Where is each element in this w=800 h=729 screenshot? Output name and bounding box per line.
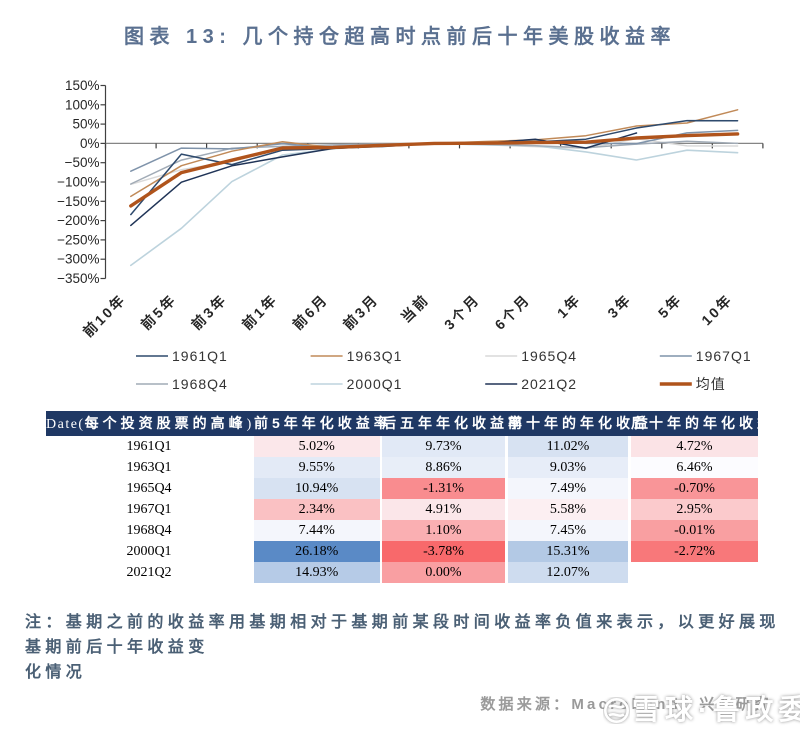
svg-text:前5年: 前5年 — [138, 291, 180, 333]
svg-text:前1年: 前1年 — [239, 291, 281, 333]
svg-text:−250%: −250% — [57, 232, 99, 247]
svg-text:3年: 3年 — [604, 291, 634, 321]
svg-text:−150%: −150% — [57, 194, 99, 209]
svg-text:当前: 当前 — [398, 291, 433, 326]
svg-text:前3月: 前3月 — [340, 291, 382, 333]
svg-text:1年: 1年 — [554, 291, 584, 321]
svg-text:1967Q1: 1967Q1 — [696, 348, 752, 364]
svg-text:−50%: −50% — [65, 155, 100, 170]
svg-text:1968Q4: 1968Q4 — [172, 376, 228, 392]
svg-text:1965Q4: 1965Q4 — [521, 348, 577, 364]
svg-text:1961Q1: 1961Q1 — [172, 348, 228, 364]
svg-text:前10年: 前10年 — [80, 291, 129, 340]
svg-text:3个月: 3个月 — [441, 291, 483, 333]
svg-text:50%: 50% — [72, 117, 99, 132]
svg-text:0%: 0% — [80, 136, 100, 151]
svg-text:前6月: 前6月 — [289, 291, 331, 333]
svg-text:1963Q1: 1963Q1 — [347, 348, 403, 364]
svg-text:100%: 100% — [65, 97, 100, 112]
svg-text:150%: 150% — [65, 78, 100, 93]
svg-text:5年: 5年 — [655, 291, 685, 321]
svg-text:2000Q1: 2000Q1 — [347, 376, 403, 392]
svg-text:2021Q2: 2021Q2 — [521, 376, 577, 392]
svg-text:6个月: 6个月 — [491, 291, 533, 333]
svg-text:−200%: −200% — [57, 213, 99, 228]
svg-text:均值: 均值 — [696, 376, 726, 392]
svg-text:−100%: −100% — [57, 175, 99, 190]
svg-text:−300%: −300% — [57, 252, 99, 267]
svg-text:10年: 10年 — [698, 291, 736, 329]
svg-text:−350%: −350% — [57, 271, 99, 286]
svg-text:前3年: 前3年 — [188, 291, 230, 333]
